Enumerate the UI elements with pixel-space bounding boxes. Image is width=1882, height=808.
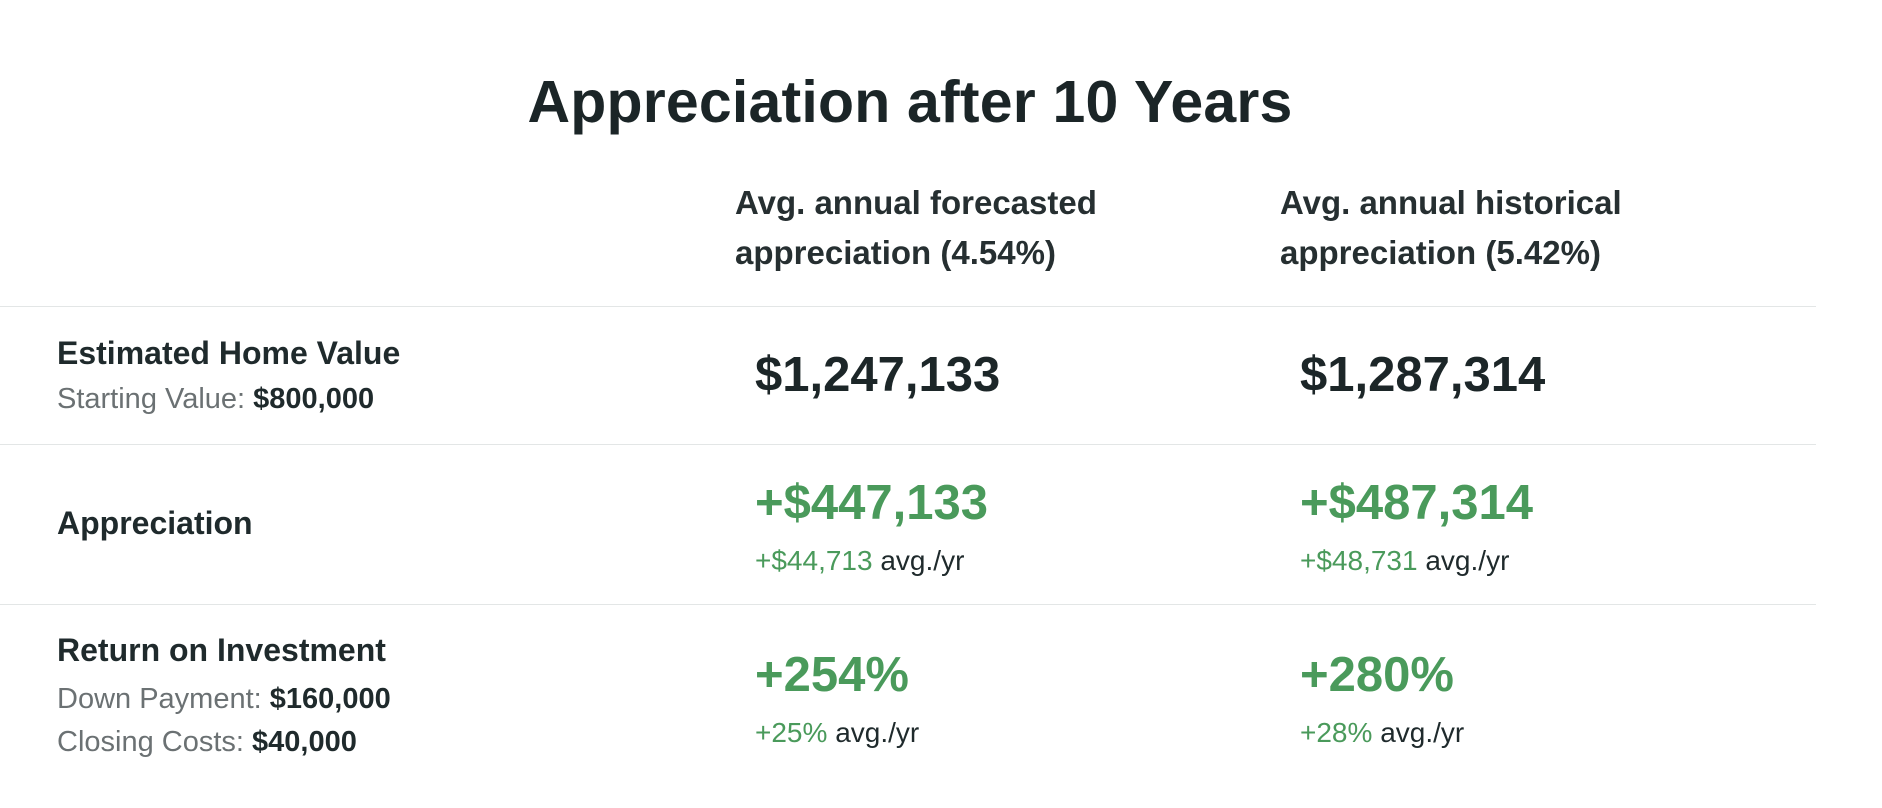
starting-value-label: Starting Value: [57, 383, 246, 415]
avg-suffix: avg./yr [1380, 717, 1465, 748]
appreciation-historical-avg-value: +$48,731 [1300, 545, 1418, 576]
starting-value-amount: $800,000 [253, 383, 375, 415]
closing-costs-label: Closing Costs: [57, 726, 244, 758]
down-payment-amount: $160,000 [269, 683, 391, 715]
appreciation-forecasted-avg: +$44,713 avg./yr [755, 545, 964, 577]
roi-forecasted-avg: +25% avg./yr [755, 717, 919, 749]
column-header-historical-line1: Avg. annual historical [1280, 184, 1622, 221]
starting-value: Starting Value: $800,000 [57, 383, 374, 416]
closing-costs-amount: $40,000 [252, 726, 357, 758]
avg-suffix: avg./yr [1425, 545, 1510, 576]
column-header-forecasted-line1: Avg. annual forecasted [735, 184, 1097, 221]
roi-historical-avg-value: +28% [1300, 717, 1373, 748]
roi-forecasted-avg-value: +25% [755, 717, 828, 748]
avg-suffix: avg./yr [835, 717, 920, 748]
roi-forecasted: +254% [755, 648, 909, 702]
column-header-forecasted: Avg. annual forecasted appreciation (4.5… [735, 178, 1097, 278]
page-title: Appreciation after 10 Years [527, 69, 1293, 135]
column-header-historical: Avg. annual historical appreciation (5.4… [1280, 178, 1622, 278]
down-payment-label: Down Payment: [57, 683, 262, 715]
closing-costs: Closing Costs: $40,000 [57, 726, 357, 759]
home-value-forecasted: $1,247,133 [755, 348, 1001, 402]
down-payment: Down Payment: $160,000 [57, 683, 391, 716]
divider [0, 604, 1816, 605]
appreciation-forecasted: +$447,133 [755, 476, 988, 530]
appreciation-historical-avg: +$48,731 avg./yr [1300, 545, 1509, 577]
divider [0, 444, 1816, 445]
column-header-historical-line2: appreciation (5.42%) [1280, 234, 1601, 271]
row-label-appreciation: Appreciation [57, 505, 253, 541]
divider [0, 306, 1816, 307]
roi-historical: +280% [1300, 648, 1454, 702]
home-value-historical: $1,287,314 [1300, 348, 1546, 402]
appreciation-forecasted-avg-value: +$44,713 [755, 545, 873, 576]
row-label-roi: Return on Investment [57, 632, 386, 668]
column-header-forecasted-line2: appreciation (4.54%) [735, 234, 1056, 271]
appreciation-historical: +$487,314 [1300, 476, 1533, 530]
avg-suffix: avg./yr [880, 545, 965, 576]
row-label-home-value: Estimated Home Value [57, 335, 401, 371]
roi-historical-avg: +28% avg./yr [1300, 717, 1464, 749]
